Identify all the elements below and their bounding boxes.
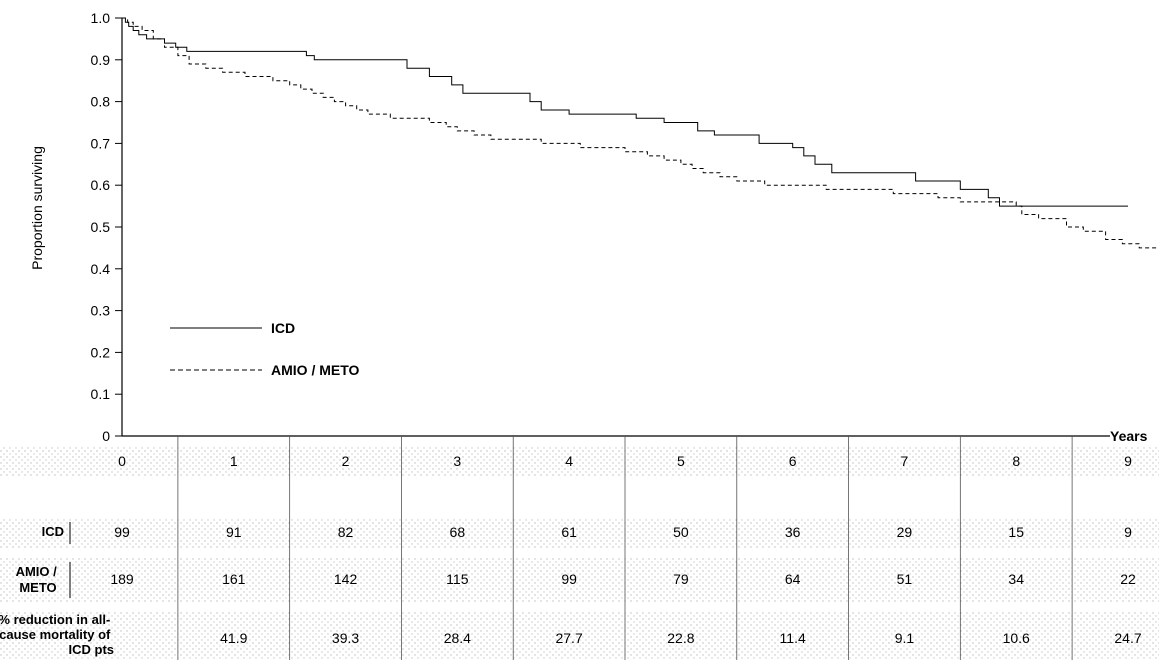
y-tick-label: 0.6	[91, 177, 111, 193]
series-line-amio-meto	[122, 17, 1159, 249]
table-cell: 22	[1120, 571, 1136, 587]
table-cell: 41.9	[220, 630, 247, 646]
y-axis-label: Proportion surviving	[29, 146, 45, 270]
table-cell: 34	[1008, 571, 1024, 587]
x-tick-label: 5	[677, 453, 685, 469]
legend: ICD AMIO / METO	[170, 320, 360, 378]
table-cell: 50	[673, 524, 689, 540]
table-cell: 11.4	[780, 630, 806, 646]
table-cell: 189	[110, 571, 134, 587]
table-cell: 9	[1124, 524, 1132, 540]
table-cell: 68	[450, 524, 466, 540]
x-tick-band	[0, 446, 1159, 476]
table-cell: 61	[561, 524, 577, 540]
x-tick-label: 0	[118, 453, 126, 469]
y-tick-label: 0.4	[91, 261, 111, 277]
x-tick-label: 2	[342, 453, 350, 469]
series-layer	[122, 17, 1159, 249]
x-tick-label: 4	[565, 453, 573, 469]
x-axis-ticks: 0 1 2 3 4 5 6 7 8 9	[118, 453, 1132, 469]
table-cells: 99 91 82 68 61 50 36 29 15 9 189 161 142 115 99 79 64 51 3…	[110, 524, 1142, 646]
y-tick-label: 0.9	[91, 52, 111, 68]
row-header-amio-line1: AMIO /	[16, 564, 58, 579]
x-tick-label: 8	[1012, 453, 1020, 469]
series-line-icd	[122, 17, 1128, 207]
y-tick-label: 0.1	[91, 386, 111, 402]
table-dividers	[177, 436, 1073, 660]
y-tick-label: 0.5	[91, 219, 111, 235]
table-cell: 99	[561, 571, 577, 587]
row-header-amio: AMIO / METO	[16, 564, 61, 595]
y-tick-label: 0	[102, 428, 110, 444]
table-cell: 82	[338, 524, 354, 540]
table-cell: 39.3	[332, 630, 359, 646]
y-axis-ticks: 1.0 0.9 0.8 0.7 0.6 0.5 0.4 0.3 0.2 0.1 0	[91, 10, 122, 444]
table-cell: 91	[226, 524, 242, 540]
y-tick-label: 0.8	[91, 94, 111, 110]
row-header-reduction-line1: % reduction in all-	[0, 612, 110, 627]
risk-row-amio-band	[0, 558, 1159, 602]
table-cell: 27.7	[555, 630, 582, 646]
y-tick-label: 0.7	[91, 135, 111, 151]
x-tick-label: 7	[901, 453, 909, 469]
table-cell: 99	[114, 524, 130, 540]
legend-label-amio: AMIO / METO	[271, 362, 360, 378]
row-header-icd: ICD	[42, 524, 64, 539]
y-tick-label: 1.0	[91, 10, 111, 26]
x-tick-label: 9	[1124, 453, 1132, 469]
table-cell: 28.4	[444, 630, 471, 646]
row-header-reduction: % reduction in all- cause mortality of I…	[0, 612, 114, 657]
risk-row-reduction-band	[0, 612, 1159, 660]
table-cell: 79	[673, 571, 689, 587]
table-cell: 10.6	[1003, 630, 1030, 646]
legend-label-icd: ICD	[271, 320, 295, 336]
table-cell: 36	[785, 524, 801, 540]
table-cell: 15	[1008, 524, 1024, 540]
row-header-reduction-line3: ICD pts	[69, 642, 115, 657]
x-tick-label: 3	[453, 453, 461, 469]
x-tick-label: 1	[230, 453, 238, 469]
risk-row-icd-band	[0, 518, 1159, 548]
row-header-amio-line2: METO	[19, 580, 56, 595]
table-cell: 29	[897, 524, 913, 540]
table-cell: 161	[222, 571, 246, 587]
table-cell: 64	[785, 571, 801, 587]
table-cell: 51	[897, 571, 913, 587]
table-cell: 22.8	[667, 630, 694, 646]
x-axis-label: Years	[1110, 428, 1148, 444]
table-cell: 9.1	[895, 630, 915, 646]
table-cell: 115	[446, 571, 469, 587]
y-tick-label: 0.2	[91, 344, 111, 360]
x-tick-label: 6	[789, 453, 797, 469]
row-header-reduction-line2: cause mortality of	[0, 627, 111, 642]
table-cell: 24.7	[1114, 630, 1141, 646]
y-tick-label: 0.3	[91, 303, 111, 319]
table-cell: 142	[334, 571, 358, 587]
